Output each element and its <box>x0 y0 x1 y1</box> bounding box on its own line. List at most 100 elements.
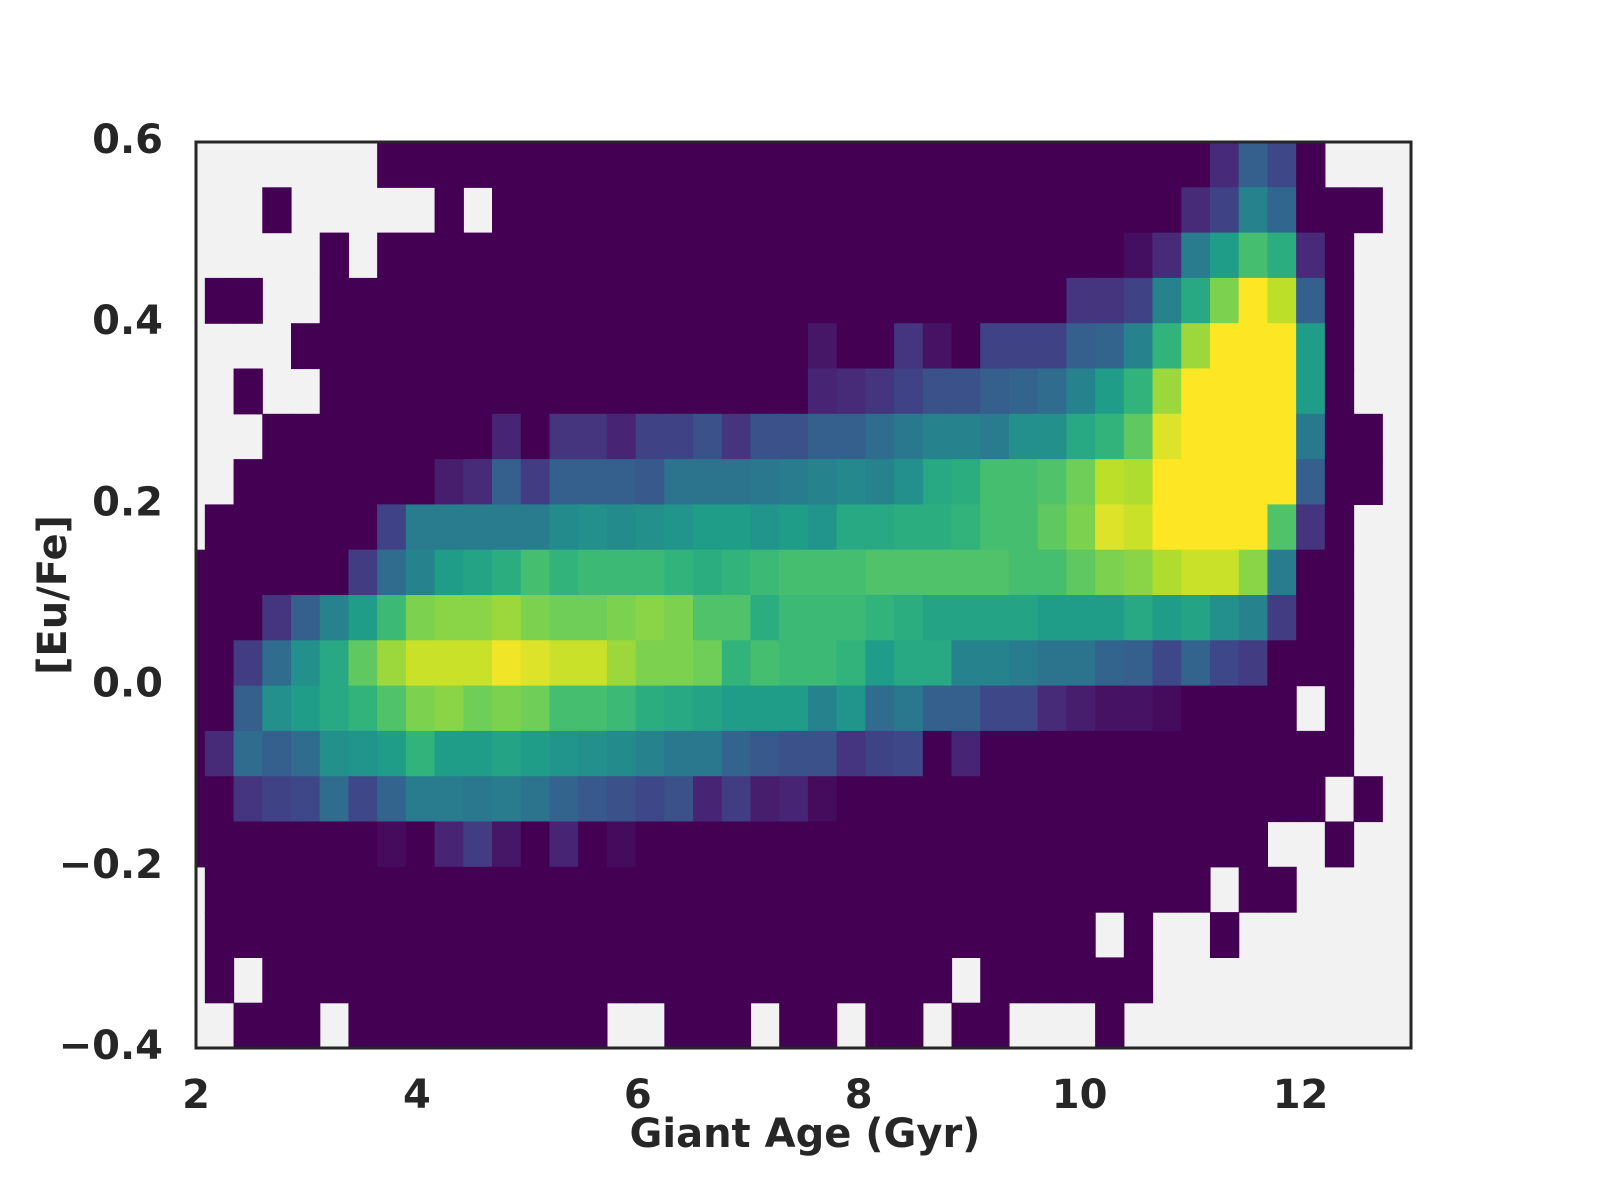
heatmap-cell <box>1238 549 1269 596</box>
heatmap-cell <box>262 866 292 913</box>
heatmap-cell <box>463 323 493 370</box>
heatmap-cell <box>1238 232 1269 279</box>
heatmap-cell <box>463 413 493 460</box>
heatmap-cell <box>204 595 235 641</box>
heatmap-cell <box>233 821 263 868</box>
heatmap-cell <box>262 776 292 823</box>
heatmap-cell <box>951 277 981 324</box>
heatmap-cell <box>1066 912 1096 958</box>
heatmap-cell <box>520 957 551 1004</box>
heatmap-cell <box>980 1002 1010 1048</box>
heatmap-cell <box>319 595 350 641</box>
heatmap-cell <box>196 730 206 777</box>
heatmap-cell <box>492 368 522 415</box>
heatmap-cell <box>606 866 637 913</box>
heatmap-cell <box>664 187 694 234</box>
heatmap-cell <box>980 142 1010 188</box>
heatmap-cell <box>1095 549 1125 596</box>
heatmap-cell <box>980 413 1010 460</box>
heatmap-cell <box>779 459 809 505</box>
heatmap-cell <box>750 232 780 279</box>
heatmap-cell <box>434 957 464 1004</box>
heatmap-cell <box>1296 142 1326 188</box>
heatmap-cell <box>1008 776 1039 823</box>
heatmap-cell <box>262 1002 292 1048</box>
heatmap-cell <box>1238 504 1269 551</box>
heatmap-cell <box>664 413 694 460</box>
heatmap-cell <box>664 504 694 551</box>
heatmap-cell <box>1095 413 1125 460</box>
heatmap-cell <box>635 912 665 958</box>
heatmap-cell <box>1008 368 1039 415</box>
heatmap-cell <box>1037 912 1067 958</box>
heatmap-cell <box>693 368 723 415</box>
heatmap-cell <box>377 504 407 551</box>
heatmap-cell <box>721 549 752 596</box>
heatmap-cell <box>664 595 694 641</box>
heatmap-cell <box>348 368 378 415</box>
heatmap-cell <box>549 187 579 234</box>
heatmap-cell <box>606 277 637 324</box>
heatmap-cell <box>463 821 493 868</box>
heatmap-cell <box>980 459 1010 505</box>
x-tick-label: 12 <box>1273 1072 1329 1118</box>
heatmap-cell <box>492 866 522 913</box>
heatmap-cell <box>1037 640 1067 687</box>
heatmap-cell <box>492 821 522 868</box>
heatmap-cell <box>377 142 407 188</box>
heatmap-cell <box>549 232 579 279</box>
x-tick-label: 2 <box>182 1072 210 1118</box>
heatmap-cell <box>262 187 292 234</box>
heatmap-cell <box>750 413 780 460</box>
heatmap-cell <box>1181 730 1211 777</box>
heatmap-cell <box>520 323 551 370</box>
heatmap-cell <box>1181 368 1211 415</box>
heatmap-cell <box>1267 232 1297 279</box>
heatmap-cell <box>807 549 838 596</box>
heatmap-cell <box>405 368 436 415</box>
heatmap-cell <box>807 187 838 234</box>
heatmap-cell <box>1123 232 1154 279</box>
heatmap-cell <box>1267 730 1297 777</box>
heatmap-cell <box>204 549 235 596</box>
heatmap-cell <box>606 142 637 188</box>
heatmap-cell <box>894 685 924 732</box>
heatmap-cell <box>405 504 436 551</box>
heatmap-cell <box>1066 730 1096 777</box>
heatmap-cell <box>750 866 780 913</box>
heatmap-cell <box>1267 413 1297 460</box>
heatmap-cell <box>836 776 866 823</box>
heatmap-cell <box>578 640 608 687</box>
heatmap-cell <box>204 685 235 732</box>
heatmap-cell <box>319 413 350 460</box>
heatmap-cell <box>204 866 235 913</box>
heatmap-cell <box>377 459 407 505</box>
heatmap-cell <box>980 504 1010 551</box>
heatmap-cell <box>1267 640 1297 687</box>
heatmap-cell <box>980 187 1010 234</box>
heatmap-cell <box>1238 187 1269 234</box>
heatmap-cell <box>549 323 579 370</box>
heatmap-cell <box>549 957 579 1004</box>
heatmap-cell <box>262 957 292 1004</box>
heatmap-cell <box>196 595 206 641</box>
heatmap-cell <box>1209 549 1240 596</box>
heatmap-cell <box>1267 776 1297 823</box>
heatmap-cell <box>196 776 206 823</box>
heatmap-cell <box>1037 595 1067 641</box>
heatmap-cell <box>750 640 780 687</box>
heatmap-cell <box>606 730 637 777</box>
heatmap-cell <box>980 685 1010 732</box>
heatmap-cell <box>894 1002 924 1048</box>
heatmap-cell <box>1238 730 1269 777</box>
heatmap-cell <box>520 730 551 777</box>
heatmap-cell <box>1267 504 1297 551</box>
heatmap-cell <box>434 866 464 913</box>
heatmap-cell <box>750 912 780 958</box>
heatmap-cell <box>578 368 608 415</box>
heatmap-cell <box>865 776 895 823</box>
heatmap-cell <box>204 957 235 1004</box>
y-axis-label: [Eu/Fe] <box>30 515 76 675</box>
heatmap-cell <box>635 368 665 415</box>
